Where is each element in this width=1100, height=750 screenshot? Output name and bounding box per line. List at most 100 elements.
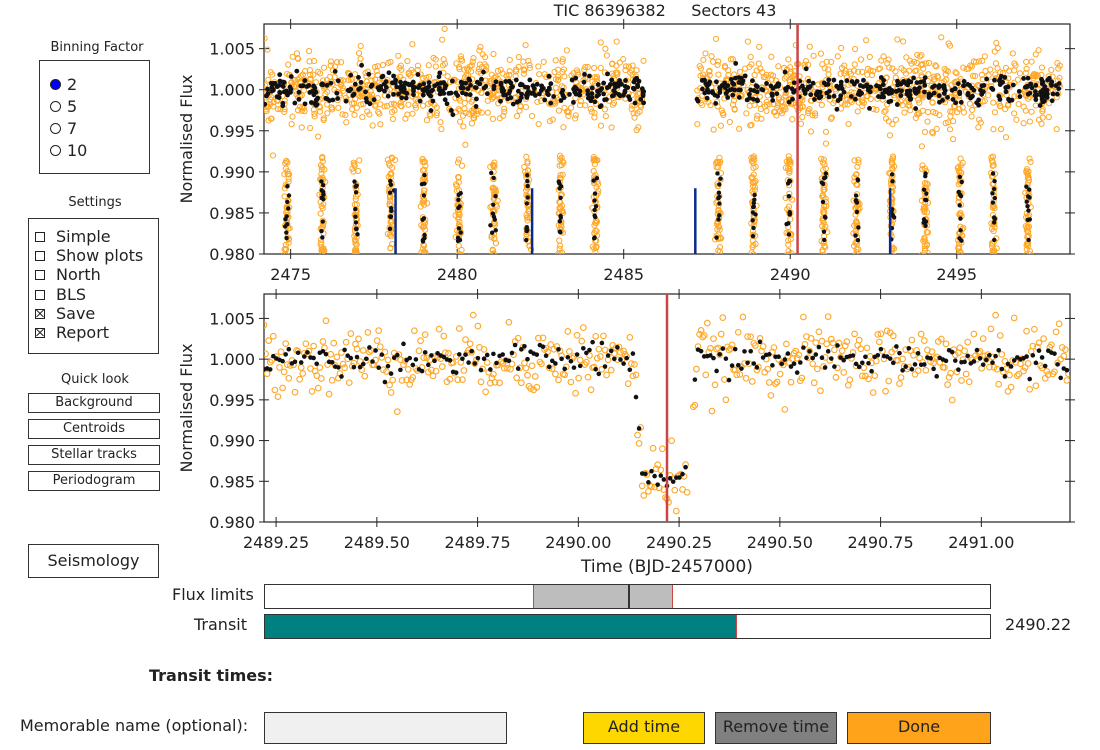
binning-option-5[interactable]: 5 [50,97,77,116]
binned-flux-point [1026,237,1031,243]
setting-show-plots[interactable]: Show plots [35,246,143,265]
checkbox-icon[interactable] [35,250,45,261]
raw-flux-point [310,71,317,78]
binned-flux-point [422,172,427,178]
binned-flux-point [950,97,956,102]
periodogram-button[interactable]: Periodogram [28,471,160,491]
seismology-button[interactable]: Seismology [28,544,159,578]
raw-flux-point [421,331,429,338]
setting-bls[interactable]: BLS [35,285,86,304]
binned-flux-point [609,93,615,99]
raw-flux-point [407,72,414,79]
raw-flux-point [1006,371,1013,379]
binned-flux-point [725,83,731,89]
raw-flux-point [595,345,603,353]
flux-limits-slider[interactable] [264,584,991,609]
raw-flux-point [806,347,813,355]
binned-flux-point [442,85,448,91]
binned-flux-point [587,347,592,353]
memorable-name-input[interactable] [264,712,507,744]
binned-flux-point [959,179,964,185]
raw-flux-point [460,367,468,374]
add-time-button[interactable]: Add time [583,712,705,744]
binning-option-7[interactable]: 7 [50,119,77,138]
raw-flux-point [296,375,304,383]
remove-time-button[interactable]: Remove time [715,712,837,744]
binned-flux-point [558,184,564,189]
transit-slider[interactable] [264,614,991,639]
raw-flux-point [352,246,360,253]
raw-flux-point [1005,67,1013,74]
background-button[interactable]: Background [28,393,160,413]
checkbox-icon[interactable] [35,231,45,242]
binned-flux-point [717,352,722,357]
binned-flux-point [1027,217,1033,222]
radio-icon[interactable] [50,123,61,134]
raw-flux-point [298,92,305,99]
binned-flux-point [589,85,595,91]
raw-flux-point [490,188,497,195]
raw-flux-point [749,174,756,181]
raw-flux-point [754,112,761,119]
raw-flux-point [320,115,327,122]
binned-flux-point [717,213,722,218]
binned-flux-point [519,91,525,97]
binned-flux-point [819,355,825,361]
checkbox-icon[interactable] [35,269,45,280]
binned-flux-point [725,95,731,100]
binned-flux-point [602,364,608,369]
done-button[interactable]: Done [847,712,991,744]
setting-simple[interactable]: Simple [35,227,111,246]
checkbox-checked-icon[interactable] [35,308,45,319]
raw-flux-point [264,350,269,358]
raw-flux-point [271,386,279,394]
raw-flux-point [316,364,324,371]
raw-flux-point [769,72,777,79]
binning-option-10[interactable]: 10 [50,141,87,160]
binned-flux-point [990,171,996,176]
binned-flux-point [428,93,434,99]
binned-flux-point [850,353,856,358]
raw-flux-point [916,99,923,106]
setting-north[interactable]: North [35,265,101,284]
binned-flux-point [912,362,918,367]
setting-save[interactable]: Save [35,304,95,323]
binned-flux-point [949,349,955,355]
radio-icon[interactable] [50,79,61,90]
binned-flux-point [787,178,793,184]
raw-flux-point [721,62,729,70]
binning-option-2[interactable]: 2 [50,75,77,94]
raw-flux-point [715,247,722,254]
raw-flux-point [501,108,508,115]
raw-flux-point [281,171,288,178]
raw-flux-point [439,36,446,43]
raw-flux-point [930,108,937,116]
binned-flux-point [836,86,842,91]
transit-slider-fill[interactable] [265,615,738,638]
raw-flux-point [710,126,717,133]
radio-icon[interactable] [50,101,61,112]
raw-flux-point [928,348,936,356]
raw-flux-point [820,206,827,213]
checkbox-checked-icon[interactable] [35,327,45,338]
stellar-tracks-button[interactable]: Stellar tracks [28,445,160,465]
binned-flux-point [957,203,962,208]
flux-limits-center-handle[interactable] [627,585,630,608]
binned-flux-point [359,62,365,68]
raw-flux-point [459,112,467,119]
binned-flux-point [373,348,378,353]
raw-flux-point [750,251,757,254]
raw-flux-point [651,483,658,491]
flux-limits-range[interactable] [533,585,673,608]
binned-flux-point [888,98,894,104]
radio-icon[interactable] [50,145,61,156]
binned-flux-point [1010,82,1016,88]
checkbox-icon[interactable] [35,289,45,300]
binned-flux-point [302,354,307,359]
raw-flux-point [1044,371,1052,378]
raw-flux-point [923,242,930,249]
centroids-button[interactable]: Centroids [28,419,160,439]
setting-report[interactable]: Report [35,323,109,342]
